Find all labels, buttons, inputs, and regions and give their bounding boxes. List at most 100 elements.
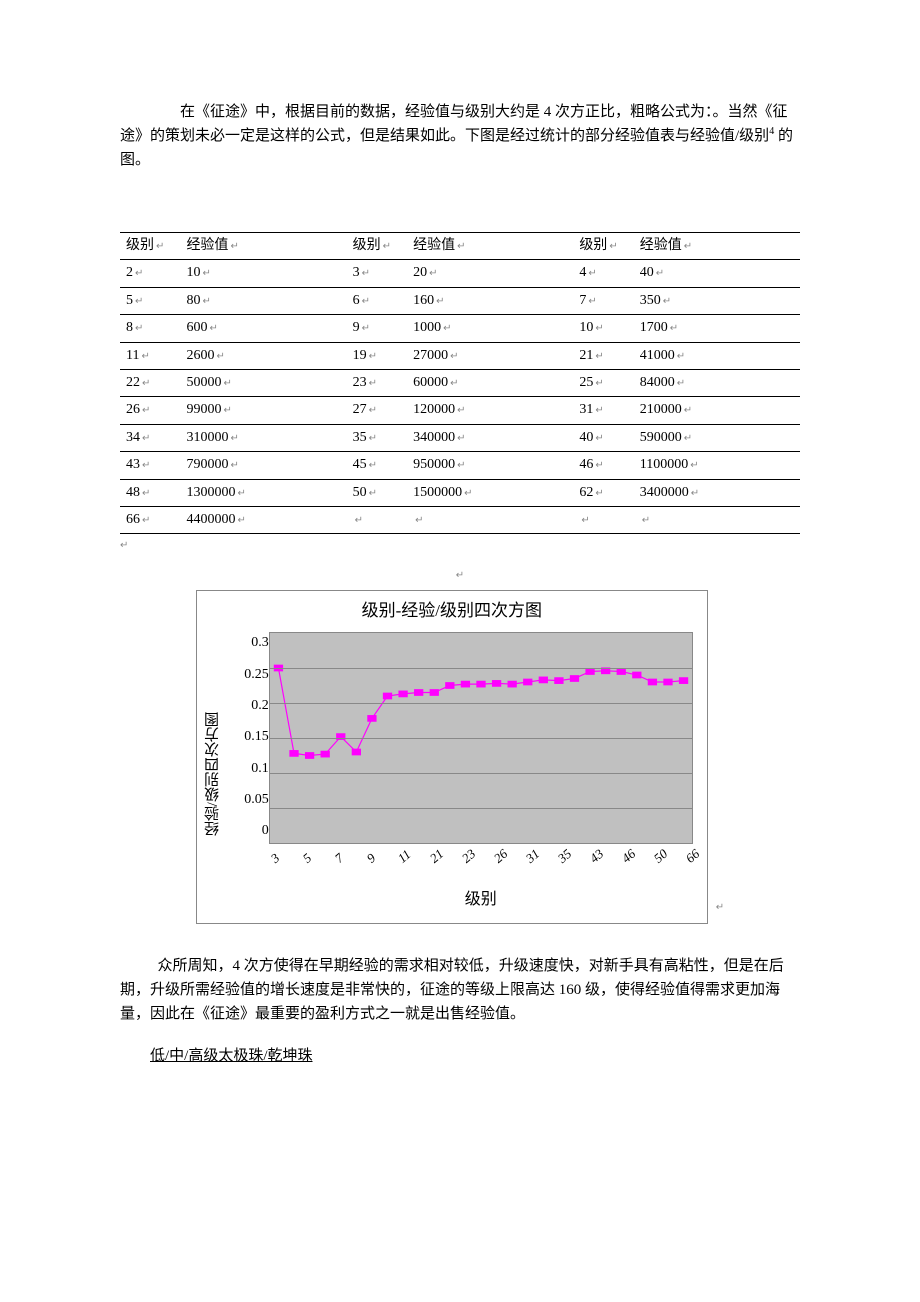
table-header-cell: 经验值 (407, 233, 573, 260)
table-header-cell: 级别 (573, 233, 633, 260)
x-tick: 66 (681, 853, 695, 870)
plot-column: 357911212326313543465066 级别 (269, 626, 693, 912)
y-tick: 0.1 (227, 758, 269, 780)
table-cell: 5 (120, 287, 180, 314)
table-cell: 31 (573, 397, 633, 424)
chart-area: 经验/级别四次方图 0.30.250.20.150.10.050 3579112… (197, 626, 707, 922)
table-cell: 20 (407, 260, 573, 287)
table-cell: 66 (120, 506, 180, 533)
table-row: 481300000501500000623400000 (120, 479, 800, 506)
table-cell: 11 (120, 342, 180, 369)
table-cell: 40 (573, 424, 633, 451)
plot-area (269, 632, 693, 844)
table-cell (573, 506, 633, 533)
table-cell: 160 (407, 287, 573, 314)
table-cell: 50000 (180, 369, 346, 396)
y-tick: 0.05 (227, 789, 269, 811)
table-cell: 790000 (180, 452, 346, 479)
table-cell (634, 506, 800, 533)
table-row: 664400000 (120, 506, 800, 533)
y-tick: 0.25 (227, 664, 269, 686)
table-cell: 6 (347, 287, 407, 314)
table-cell: 9 (347, 315, 407, 342)
x-tick: 43 (585, 853, 599, 870)
table-header-cell: 经验值 (180, 233, 346, 260)
table-cell: 48 (120, 479, 180, 506)
table-cell: 1700 (634, 315, 800, 342)
x-tick: 3 (266, 853, 280, 870)
table-cell: 1500000 (407, 479, 573, 506)
table-cell: 34 (120, 424, 180, 451)
table-row: 11260019270002141000 (120, 342, 800, 369)
table-header-cell: 级别 (120, 233, 180, 260)
table-cell: 27000 (407, 342, 573, 369)
table-cell: 60000 (407, 369, 573, 396)
table-row: 58061607350 (120, 287, 800, 314)
table-cell: 10 (180, 260, 346, 287)
table-cell: 1100000 (634, 452, 800, 479)
table-row: 210320440 (120, 260, 800, 287)
intro-text-1: 在《征途》中，根据目前的数据，经验值与级别大约是 4 次方正比，粗略公式为：。当… (120, 104, 788, 144)
chart-box: 级别-经验/级别四次方图 经验/级别四次方图 0.30.250.20.150.1… (196, 590, 708, 924)
return-mark-center: ↵ (120, 568, 800, 584)
x-ticks: 357911212326313543465066 (269, 850, 693, 871)
table-cell: 50 (347, 479, 407, 506)
table-row: 26990002712000031210000 (120, 397, 800, 424)
table-cell: 10 (573, 315, 633, 342)
table-cell: 7 (573, 287, 633, 314)
table-cell: 4400000 (180, 506, 346, 533)
table-cell: 22 (120, 369, 180, 396)
table-cell: 8 (120, 315, 180, 342)
subheading: 低/中/高级太极珠/乾坤珠 (120, 1044, 800, 1068)
table-row: 4379000045950000461100000 (120, 452, 800, 479)
table-cell: 43 (120, 452, 180, 479)
x-tick: 9 (362, 853, 376, 870)
table-cell: 2 (120, 260, 180, 287)
table-row: 343100003534000040590000 (120, 424, 800, 451)
table-header-cell: 级别 (347, 233, 407, 260)
x-tick: 50 (649, 853, 663, 870)
experience-table: 级别经验值级别经验值级别经验值2103204405806160735086009… (120, 232, 800, 534)
table-cell: 45 (347, 452, 407, 479)
table-row: 860091000101700 (120, 315, 800, 342)
table-cell: 21 (573, 342, 633, 369)
table-cell: 590000 (634, 424, 800, 451)
table-header-cell: 经验值 (634, 233, 800, 260)
table-cell: 84000 (634, 369, 800, 396)
table-cell: 62 (573, 479, 633, 506)
chart-container: 级别-经验/级别四次方图 经验/级别四次方图 0.30.250.20.150.1… (120, 590, 800, 924)
table-cell: 46 (573, 452, 633, 479)
table-cell: 35 (347, 424, 407, 451)
table-cell: 23 (347, 369, 407, 396)
table-cell: 2600 (180, 342, 346, 369)
table-cell: 1300000 (180, 479, 346, 506)
table-cell: 350 (634, 287, 800, 314)
table-cell: 4 (573, 260, 633, 287)
y-ticks: 0.30.250.20.150.10.050 (227, 632, 269, 842)
table-cell: 99000 (180, 397, 346, 424)
x-tick: 7 (330, 853, 344, 870)
x-tick: 46 (617, 853, 631, 870)
x-tick: 31 (522, 853, 536, 870)
table-cell: 80 (180, 287, 346, 314)
y-tick: 0.2 (227, 695, 269, 717)
table-cell: 25 (573, 369, 633, 396)
table-cell: 27 (347, 397, 407, 424)
table-cell: 1000 (407, 315, 573, 342)
return-mark: ↵ (120, 538, 800, 554)
table-cell: 41000 (634, 342, 800, 369)
table-cell (347, 506, 407, 533)
chart-title: 级别-经验/级别四次方图 (197, 597, 707, 624)
table-cell: 120000 (407, 397, 573, 424)
x-tick: 11 (394, 853, 408, 870)
y-tick: 0.3 (227, 632, 269, 654)
x-tick: 21 (426, 853, 440, 870)
table-cell: 310000 (180, 424, 346, 451)
return-mark-chart: ↵ (716, 900, 724, 916)
table-cell: 19 (347, 342, 407, 369)
x-tick: 23 (458, 853, 472, 870)
x-axis-label: 级别 (269, 887, 693, 913)
y-tick: 0.15 (227, 726, 269, 748)
conclusion-paragraph: 众所周知，4 次方使得在早期经验的需求相对较低，升级速度快，对新手具有高粘性，但… (120, 954, 800, 1026)
table-cell: 3400000 (634, 479, 800, 506)
